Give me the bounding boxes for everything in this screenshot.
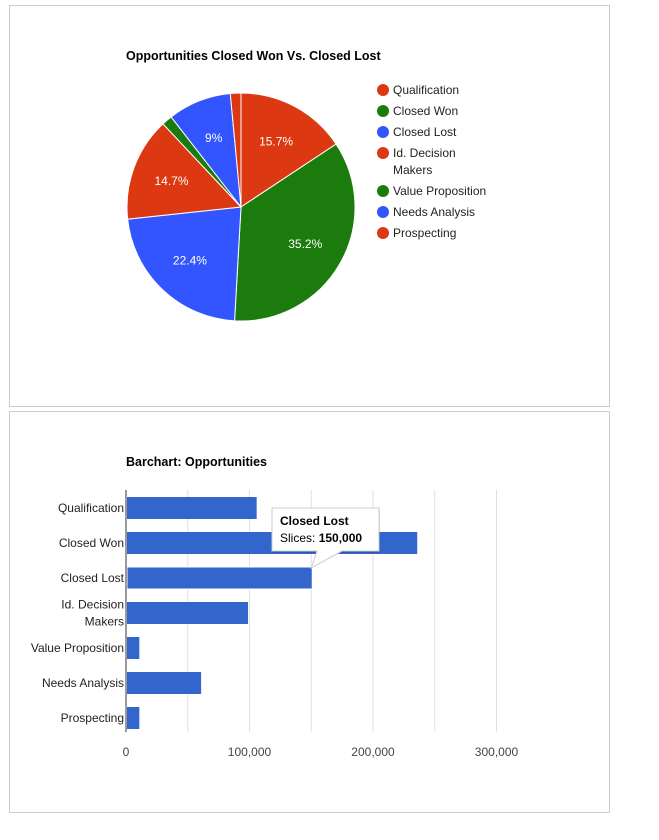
- legend-marker: [377, 206, 389, 218]
- pie-slice-id-decision-makers[interactable]: [126, 123, 243, 220]
- pie-slice-label-closed-lost: 22.4%: [173, 254, 207, 268]
- category-label-value-proposition: Value Proposition: [31, 641, 124, 655]
- x-tick-label: 200,000: [351, 745, 395, 759]
- legend-label: Value Proposition: [393, 184, 486, 198]
- legend-marker: [377, 105, 389, 117]
- category-label-closed-won: Closed Won: [59, 536, 124, 550]
- category-label-needs-analysis: Needs Analysis: [42, 676, 124, 690]
- tooltip-category: Closed Lost: [280, 514, 349, 528]
- legend-item-qualification[interactable]: Qualification: [377, 83, 459, 97]
- legend-marker: [377, 147, 389, 159]
- bar-value-proposition[interactable]: [127, 637, 140, 659]
- x-tick-label: 100,000: [228, 745, 272, 759]
- category-label-prospecting: Prospecting: [61, 711, 124, 725]
- category-label-qualification: Qualification: [58, 501, 124, 515]
- bar-prospecting[interactable]: [127, 707, 140, 729]
- legend-label: Closed Won: [393, 104, 458, 118]
- bar-qualification[interactable]: [127, 497, 257, 519]
- legend-marker: [377, 84, 389, 96]
- pie-slice-label-id-decision-makers: 14.7%: [155, 174, 189, 188]
- legend-label: Qualification: [393, 83, 459, 97]
- legend-item-closed-won[interactable]: Closed Won: [377, 104, 458, 118]
- pie-slice-label-qualification: 15.7%: [259, 135, 293, 149]
- bar-closed-lost[interactable]: [126, 566, 313, 590]
- pie-chart-panel: Opportunities Closed Won Vs. Closed Lost…: [9, 5, 610, 407]
- bar-chart: Barchart: Opportunities Qualification Clo…: [31, 455, 519, 759]
- legend-item-value-proposition[interactable]: Value Proposition: [377, 184, 486, 198]
- x-tick-label: 0: [123, 745, 130, 759]
- legend-marker: [377, 185, 389, 197]
- legend-label: Prospecting: [393, 226, 456, 240]
- pie-slice-label-closed-won: 35.2%: [288, 237, 322, 251]
- legend-label: Makers: [393, 163, 432, 177]
- tooltip-value: 150,000: [319, 531, 363, 545]
- legend-marker: [377, 227, 389, 239]
- legend-label: Id. Decision: [393, 146, 456, 160]
- bar-id-decision-makers[interactable]: [127, 602, 249, 624]
- bar-chart-panel: Barchart: Opportunities Qualification Clo…: [9, 411, 610, 813]
- legend-label: Needs Analysis: [393, 205, 475, 219]
- legend-marker: [377, 126, 389, 138]
- category-label-id-decision-makers: Makers: [85, 615, 124, 629]
- category-label-closed-lost: Closed Lost: [61, 571, 125, 585]
- bar-tooltip: Closed Lost Slices: 150,000: [271, 507, 380, 570]
- pie-slice-qualification[interactable]: [240, 92, 337, 208]
- tooltip-series-label: Slices:: [280, 531, 319, 545]
- pie-slice-prospecting[interactable]: [229, 92, 242, 208]
- bar-needs-analysis[interactable]: [127, 672, 202, 694]
- pie-slice-closed-lost[interactable]: [127, 206, 242, 322]
- legend-item-prospecting[interactable]: Prospecting: [377, 226, 456, 240]
- pie-chart-title: Opportunities Closed Won Vs. Closed Lost: [126, 49, 381, 63]
- tooltip-value-line: Slices: 150,000: [280, 531, 362, 545]
- legend-item-closed-lost[interactable]: Closed Lost: [377, 125, 457, 139]
- legend-item-needs-analysis[interactable]: Needs Analysis: [377, 205, 475, 219]
- pie-slice-label-needs-analysis: 9%: [205, 131, 223, 145]
- category-label-id-decision-makers: Id. Decision: [61, 598, 124, 612]
- tooltip-box: [271, 507, 380, 570]
- legend-item-id-decision-makers[interactable]: Id. Decision Makers: [377, 146, 456, 177]
- pie-chart: Opportunities Closed Won Vs. Closed Lost…: [126, 49, 486, 322]
- pie-slice-closed-won[interactable]: [234, 143, 356, 322]
- x-tick-label: 300,000: [475, 745, 519, 759]
- bar-chart-title: Barchart: Opportunities: [126, 455, 267, 469]
- legend-label: Closed Lost: [393, 125, 457, 139]
